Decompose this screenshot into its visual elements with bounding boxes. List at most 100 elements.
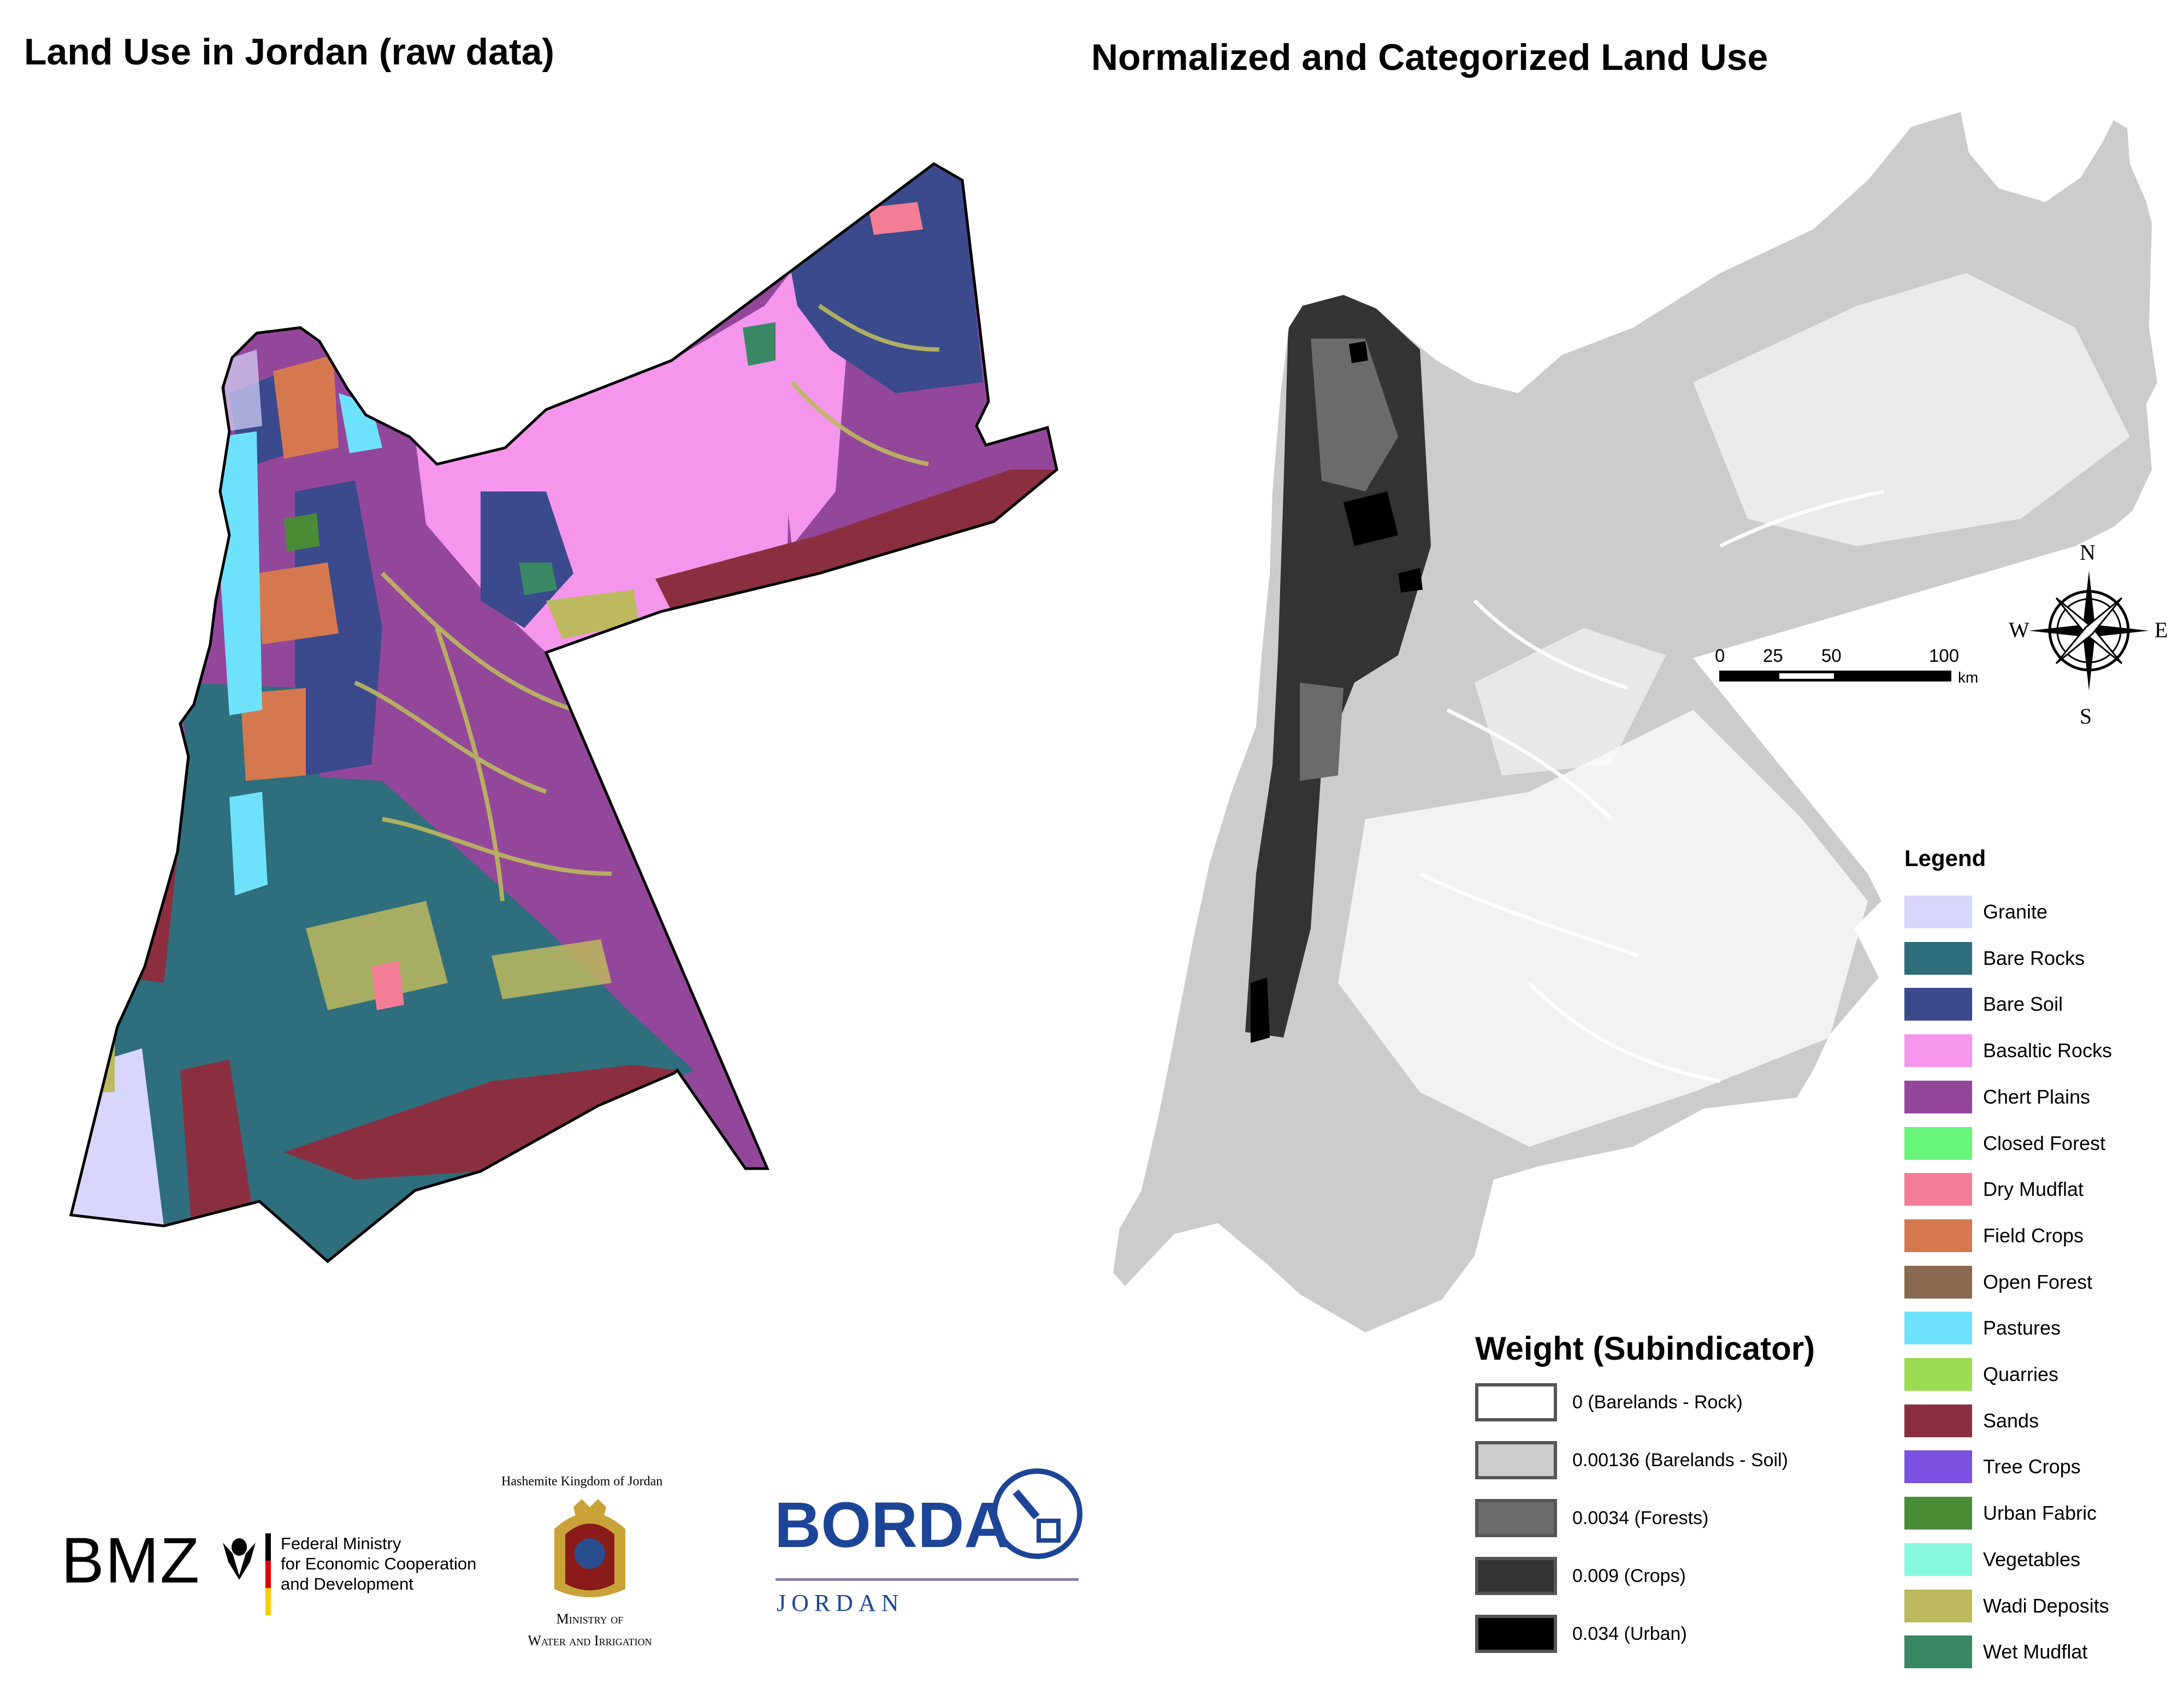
legend-item: Pastures xyxy=(1904,1312,2061,1345)
weight-legend-item: 0.0034 (Forests) xyxy=(1475,1497,1708,1539)
legend-item: Tree Crops xyxy=(1904,1450,2081,1484)
legend-label: Sands xyxy=(1983,1409,2039,1432)
scale-bar-track xyxy=(1719,671,1951,681)
legend-label: Closed Forest xyxy=(1983,1131,2106,1154)
bmz-caption-line: Federal Ministry xyxy=(281,1534,401,1553)
weight-swatch xyxy=(1475,1383,1557,1421)
legend-label: Urban Fabric xyxy=(1983,1502,2097,1525)
legend-label: Granite xyxy=(1983,900,2048,923)
bmz-caption: Federal Ministry for Economic Cooperatio… xyxy=(281,1533,476,1594)
jordan-coat-of-arms-icon xyxy=(554,1499,625,1597)
legend-label: Bare Soil xyxy=(1983,993,2063,1016)
bmz-logo-text: BMZ xyxy=(61,1525,201,1597)
weight-label: 0.0034 (Forests) xyxy=(1572,1507,1709,1528)
legend-label: Vegetables xyxy=(1983,1548,2081,1570)
weight-swatch xyxy=(1475,1615,1557,1653)
weight-label: 0.034 (Urban) xyxy=(1572,1623,1687,1644)
scale-tick-label: 0 xyxy=(1715,645,1725,666)
compass-south-label: S xyxy=(2080,704,2092,728)
weight-swatch xyxy=(1475,1499,1557,1537)
weight-label: 0 (Barelands - Rock) xyxy=(1572,1391,1743,1413)
legend-label: Quarries xyxy=(1983,1363,2059,1385)
legend-label: Wadi Deposits xyxy=(1983,1594,2109,1617)
legend-swatch xyxy=(1904,1127,1972,1160)
scale-tick-label: 100 xyxy=(1929,645,1960,666)
legend-swatch xyxy=(1904,1080,1972,1113)
jordan-border-outline xyxy=(69,162,1058,1264)
legend-item: Quarries xyxy=(1904,1358,2058,1391)
legend-swatch xyxy=(1904,1404,1972,1437)
weight-label: 0.009 (Crops) xyxy=(1572,1565,1686,1586)
normalized-landuse-map xyxy=(1113,112,2157,1332)
legend-swatch xyxy=(1904,1543,1972,1576)
weight-legend-item: 0.00136 (Barelands - Soil) xyxy=(1475,1439,1788,1481)
left-map-title: Land Use in Jordan (raw data) xyxy=(24,31,555,73)
legend-swatch xyxy=(1904,1497,1972,1530)
legend-swatch xyxy=(1904,988,1972,1021)
legend-item: Urban Fabric xyxy=(1904,1497,2097,1530)
ministry-caption: Ministry of Water and Irrigation xyxy=(508,1608,672,1652)
borda-key-icon xyxy=(992,1468,1082,1559)
right-map-title: Normalized and Categorized Land Use xyxy=(1091,37,1768,78)
legend-swatch xyxy=(1904,896,1972,928)
legend-swatch xyxy=(1904,1173,1972,1206)
legend-label: Dry Mudflat xyxy=(1983,1178,2084,1201)
borda-logo-text: BORDA xyxy=(774,1489,1011,1561)
german-eagle-icon xyxy=(223,1538,256,1580)
legend-label: Bare Rocks xyxy=(1983,946,2085,969)
legend-title: Legend xyxy=(1904,845,1986,871)
legend-item: Wet Mudflat xyxy=(1904,1635,2088,1669)
legend-label: Tree Crops xyxy=(1983,1455,2081,1478)
legend-swatch xyxy=(1904,1265,1972,1299)
legend-swatch xyxy=(1904,1034,1972,1068)
weight-label: 0.00136 (Barelands - Soil) xyxy=(1572,1449,1789,1471)
legend-item: Sands xyxy=(1904,1404,2039,1437)
legend-swatch xyxy=(1904,1589,1972,1622)
legend-label: Chert Plains xyxy=(1983,1085,2091,1108)
legend-item: Closed Forest xyxy=(1904,1127,2105,1160)
borda-divider xyxy=(776,1578,1079,1581)
weight-legend-item: 0.034 (Urban) xyxy=(1475,1613,1687,1655)
compass-north-label: N xyxy=(2080,540,2096,565)
raw-landuse-map xyxy=(71,164,1057,1261)
legend-item: Dry Mudflat xyxy=(1904,1173,2084,1206)
legend-label: Field Crops xyxy=(1983,1224,2084,1247)
weight-legend-item: 0.009 (Crops) xyxy=(1475,1555,1686,1597)
scale-tick-label: 50 xyxy=(1821,645,1842,666)
legend-swatch xyxy=(1904,1635,1972,1669)
compass-rose-icon xyxy=(2029,571,2149,691)
weight-legend-item: 0 (Barelands - Rock) xyxy=(1475,1382,1743,1423)
scale-tick-label: 25 xyxy=(1763,645,1783,666)
legend-item: Open Forest xyxy=(1904,1265,2093,1299)
legend-swatch xyxy=(1904,1450,1972,1484)
ministry-caption-line: Water and Irrigation xyxy=(528,1633,652,1649)
bmz-caption-line: and Development xyxy=(281,1574,413,1593)
legend-item: Bare Rocks xyxy=(1904,941,2085,975)
legend-swatch xyxy=(1904,1312,1972,1345)
legend-label: Wet Mudflat xyxy=(1983,1640,2088,1663)
legend-item: Bare Soil xyxy=(1904,988,2063,1021)
legend-item: Field Crops xyxy=(1904,1219,2084,1252)
weight-swatch xyxy=(1475,1441,1557,1479)
compass-west-label: W xyxy=(2009,618,2029,642)
legend-item: Wadi Deposits xyxy=(1904,1589,2109,1622)
scale-bar-segment xyxy=(1779,673,1834,679)
borda-subtitle: JORDAN xyxy=(777,1590,904,1616)
legend-item: Granite xyxy=(1904,896,2047,928)
ministry-caption-line: Ministry of xyxy=(556,1611,624,1627)
compass-east-label: E xyxy=(2155,618,2168,642)
legend-item: Basaltic Rocks xyxy=(1904,1034,2112,1068)
flag-stripe-red xyxy=(265,1561,271,1588)
ministry-top-text: Hashemite Kingdom of Jordan xyxy=(501,1474,663,1489)
legend-item: Chert Plains xyxy=(1904,1080,2091,1113)
legend-swatch xyxy=(1904,1358,1972,1391)
legend-swatch xyxy=(1904,1219,1972,1252)
weight-legend-title: Weight (Subindicator) xyxy=(1475,1330,1815,1367)
legend-label: Basaltic Rocks xyxy=(1983,1039,2112,1062)
legend-item: Vegetables xyxy=(1904,1543,2080,1576)
legend-label: Open Forest xyxy=(1983,1270,2093,1293)
weight-swatch xyxy=(1475,1557,1557,1595)
legend-label: Pastures xyxy=(1983,1317,2061,1340)
legend-swatch xyxy=(1904,941,1972,975)
